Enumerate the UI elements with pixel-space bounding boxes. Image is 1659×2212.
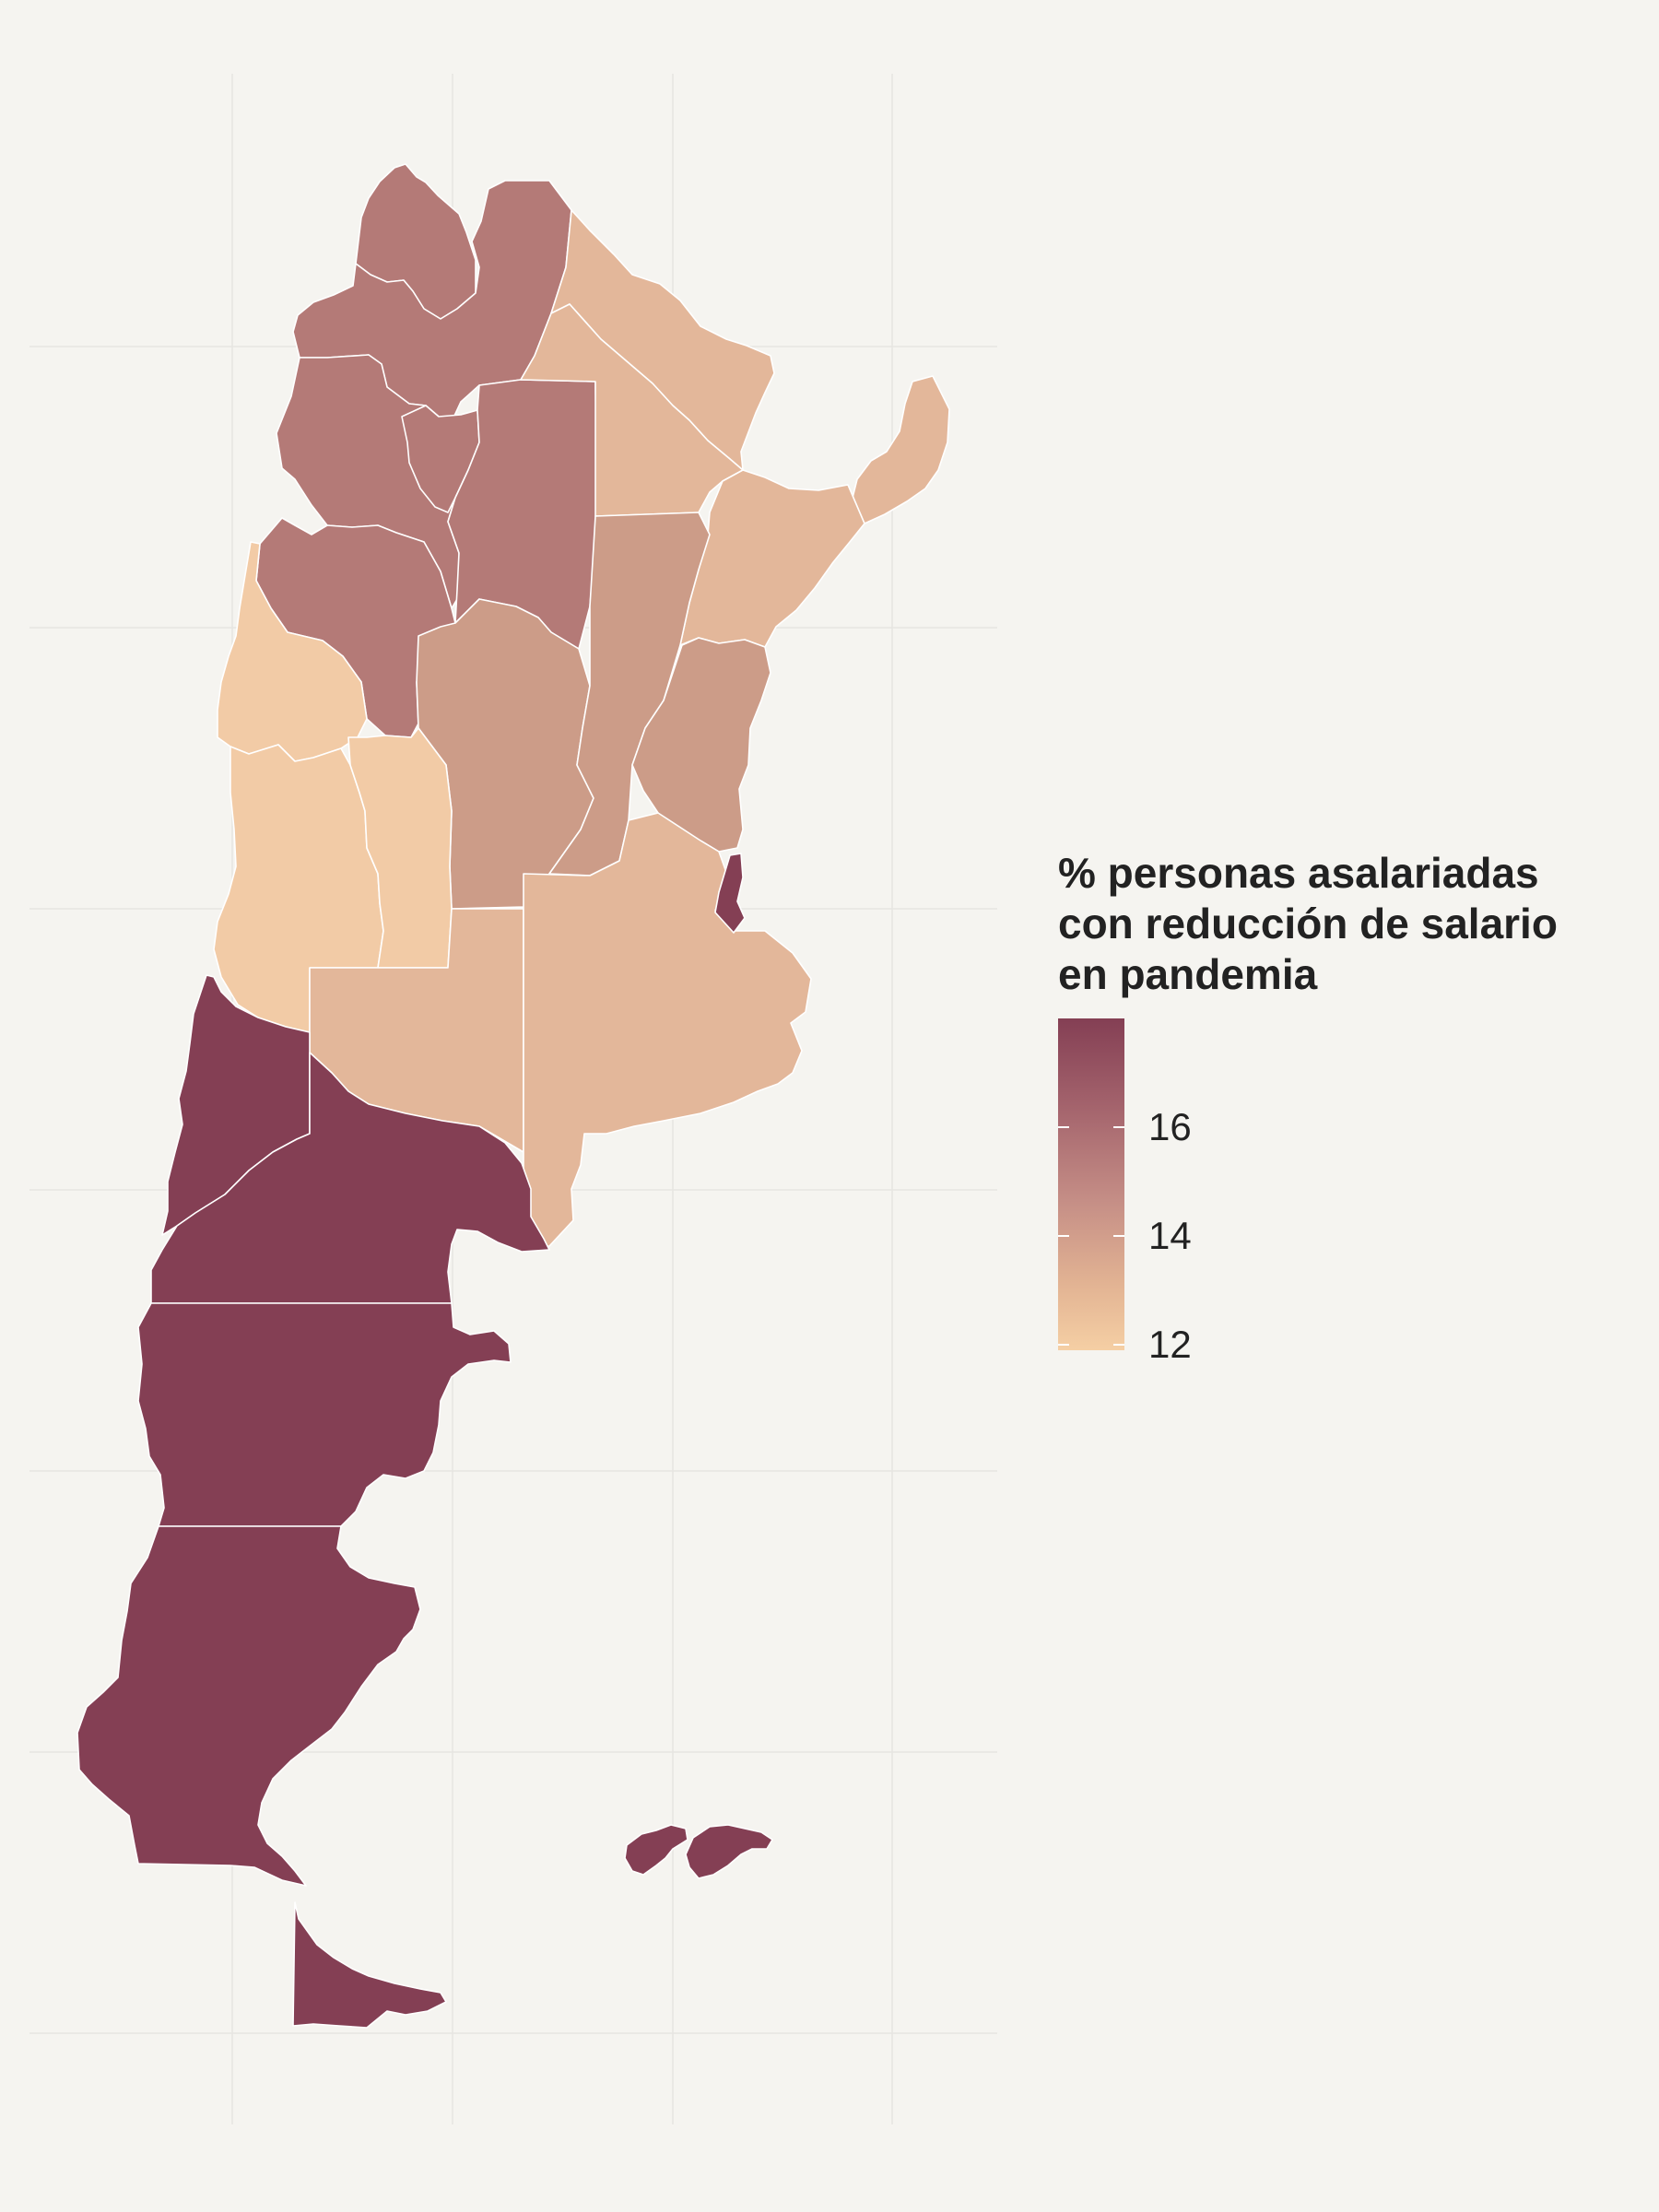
color-legend: % personas asalariadas con reducción de … xyxy=(1058,848,1648,1366)
region-malvinas-east xyxy=(685,1824,773,1879)
legend-tick-mark xyxy=(1058,1235,1069,1238)
legend-tick-mark xyxy=(1058,1126,1069,1129)
region-rio-negro xyxy=(150,1052,550,1304)
legend-tick-mark xyxy=(1113,1126,1124,1129)
legend-colorbar xyxy=(1058,1018,1124,1350)
legend-tick-label: 14 xyxy=(1148,1214,1192,1258)
region-caba xyxy=(714,853,746,934)
region-misiones xyxy=(851,375,950,524)
legend-tick-label: 12 xyxy=(1148,1323,1192,1367)
region-entre-rios xyxy=(631,637,771,853)
region-chubut xyxy=(137,1302,512,1527)
provinces xyxy=(76,163,950,2029)
legend-title: % personas asalariadas con reducción de … xyxy=(1058,849,1558,998)
region-buenos-aires xyxy=(523,812,812,1251)
legend-tick-mark xyxy=(1058,1344,1069,1347)
legend-tick-mark xyxy=(1113,1235,1124,1238)
region-tierra-del-fuego xyxy=(292,1901,447,2029)
region-malvinas-west xyxy=(624,1824,688,1876)
legend-tick-mark xyxy=(1113,1344,1124,1347)
legend-scale: 12 14 16 xyxy=(1058,1018,1648,1366)
legend-tick-label: 16 xyxy=(1148,1105,1192,1149)
region-santa-cruz xyxy=(76,1525,421,1887)
